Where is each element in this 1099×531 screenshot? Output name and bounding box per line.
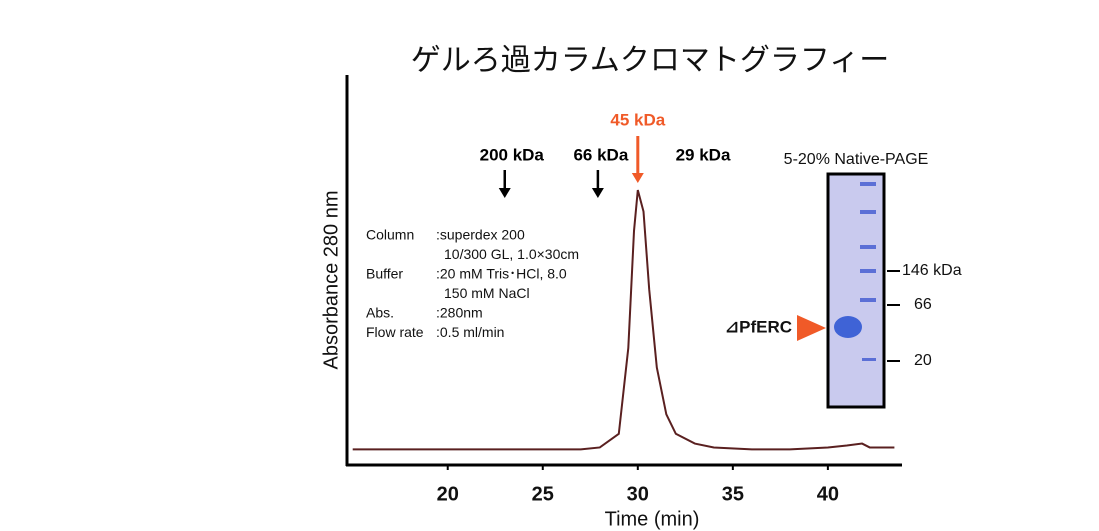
x-axis-label: Time (min) <box>605 508 700 530</box>
x-tick-label: 20 <box>437 483 459 505</box>
band <box>860 210 876 214</box>
ladder-label: 20 <box>914 352 932 369</box>
condition-value: :20 mM Tris･HCl, 8.0 <box>436 266 567 282</box>
condition-label: Abs. <box>366 305 394 321</box>
condition-value: 10/300 GL, 1.0×30cm <box>444 246 579 262</box>
sample-arrow <box>797 315 826 341</box>
marker-label: 45 kDa <box>610 110 665 129</box>
band <box>860 269 876 273</box>
condition-value: 150 mM NaCl <box>444 285 530 301</box>
band <box>860 245 876 249</box>
condition-label: Buffer <box>366 266 403 282</box>
x-tick-label: 25 <box>532 483 554 505</box>
ladder-label: 146 kDa <box>902 262 962 279</box>
x-tick-label: 40 <box>817 483 839 505</box>
marker-label: 200 kDa <box>480 145 545 164</box>
band <box>862 358 876 361</box>
condition-value: :280nm <box>436 305 483 321</box>
marker-label: 29 kDa <box>676 145 731 164</box>
band <box>860 182 876 186</box>
x-tick-label: 30 <box>627 483 649 505</box>
marker-arrow-head <box>632 173 644 183</box>
condition-label: Flow rate <box>366 324 424 340</box>
condition-value: :0.5 ml/min <box>436 324 504 340</box>
trace <box>353 190 895 449</box>
marker-arrow-head <box>592 188 604 198</box>
condition-label: Column <box>366 227 414 243</box>
condition-value: :superdex 200 <box>436 227 525 243</box>
x-tick-label: 35 <box>722 483 744 505</box>
marker-arrow-head <box>499 188 511 198</box>
sample-band <box>834 316 862 338</box>
ladder-label: 66 <box>914 296 932 313</box>
chart: ゲルろ過カラムクロマトグラフィー Time (min) Absorbance 2… <box>0 0 1099 531</box>
band <box>860 298 876 302</box>
sample-label: ⊿PfERC <box>725 317 792 336</box>
y-axis-label: Absorbance 280 nm <box>320 190 342 369</box>
gel <box>828 174 884 407</box>
marker-label: 66 kDa <box>573 145 628 164</box>
gel-title: 5-20% Native-PAGE <box>784 151 929 168</box>
chart-title: ゲルろ過カラムクロマトグラフィー <box>411 44 890 77</box>
